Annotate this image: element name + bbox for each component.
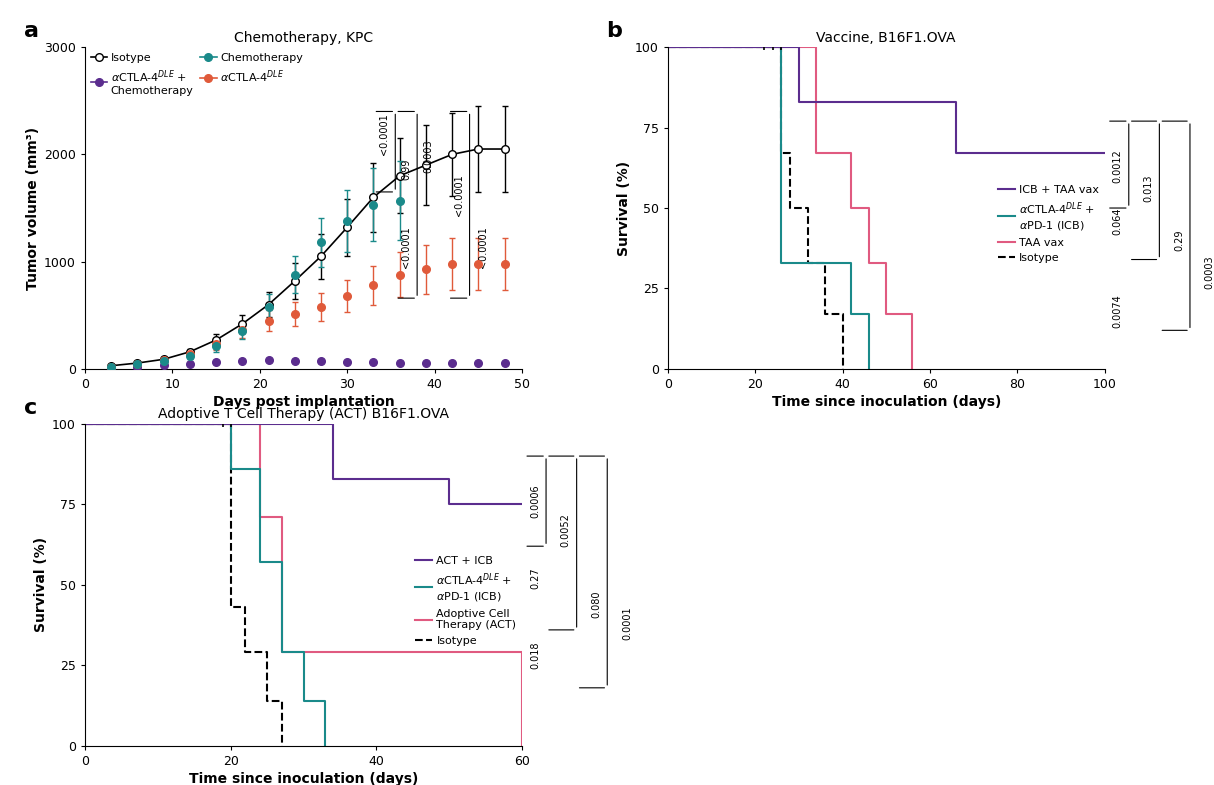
Text: 0.064: 0.064 [1113, 207, 1123, 235]
Text: 0.013: 0.013 [1144, 175, 1153, 203]
Y-axis label: Survival (%): Survival (%) [617, 160, 630, 256]
Text: 0.018: 0.018 [531, 642, 540, 670]
Legend: ACT + ICB, $\alpha$CTLA-4$^{DLE}$ +
$\alpha$PD-1 (ICB), Adoptive Cell
Therapy (A: ACT + ICB, $\alpha$CTLA-4$^{DLE}$ + $\al… [415, 556, 516, 646]
Y-axis label: Tumor volume (mm³): Tumor volume (mm³) [25, 126, 40, 290]
Text: 0.0001: 0.0001 [622, 607, 632, 641]
Text: a: a [24, 21, 39, 42]
Text: 0.0074: 0.0074 [1113, 294, 1123, 328]
Title: Vaccine, B16F1.OVA: Vaccine, B16F1.OVA [817, 31, 955, 45]
Title: Chemotherapy, KPC: Chemotherapy, KPC [234, 31, 373, 45]
Text: <0.0001: <0.0001 [401, 226, 412, 268]
Text: 0.0003: 0.0003 [422, 140, 433, 173]
Text: 0.0003: 0.0003 [1204, 256, 1214, 289]
Title: Adoptive T Cell Therapy (ACT) B16F1.OVA: Adoptive T Cell Therapy (ACT) B16F1.OVA [158, 407, 449, 422]
X-axis label: Time since inoculation (days): Time since inoculation (days) [189, 772, 418, 785]
Text: c: c [24, 398, 38, 418]
Text: <0.0001: <0.0001 [379, 113, 390, 155]
Text: 0.27: 0.27 [531, 568, 540, 590]
Legend: ICB + TAA vax, $\alpha$CTLA-4$^{DLE}$ +
$\alpha$PD-1 (ICB), TAA vax, Isotype: ICB + TAA vax, $\alpha$CTLA-4$^{DLE}$ + … [998, 185, 1099, 263]
Text: <0.0001: <0.0001 [454, 174, 464, 216]
Text: b: b [607, 21, 623, 42]
Y-axis label: Survival (%): Survival (%) [34, 537, 47, 633]
Text: 0.0006: 0.0006 [531, 484, 540, 518]
Text: 0.0012: 0.0012 [1113, 149, 1123, 183]
Text: <0.0001: <0.0001 [477, 226, 488, 268]
X-axis label: Time since inoculation (days): Time since inoculation (days) [772, 395, 1000, 409]
Text: 0.080: 0.080 [591, 590, 601, 618]
Legend: Isotype, $\alpha$CTLA-4$^{DLE}$ +
Chemotherapy, Chemotherapy, $\alpha$CTLA-4$^{D: Isotype, $\alpha$CTLA-4$^{DLE}$ + Chemot… [91, 53, 304, 97]
Text: 0.0052: 0.0052 [561, 513, 571, 547]
Text: 0.99: 0.99 [401, 159, 412, 180]
X-axis label: Days post implantation: Days post implantation [212, 395, 395, 409]
Text: 0.29: 0.29 [1174, 229, 1184, 251]
